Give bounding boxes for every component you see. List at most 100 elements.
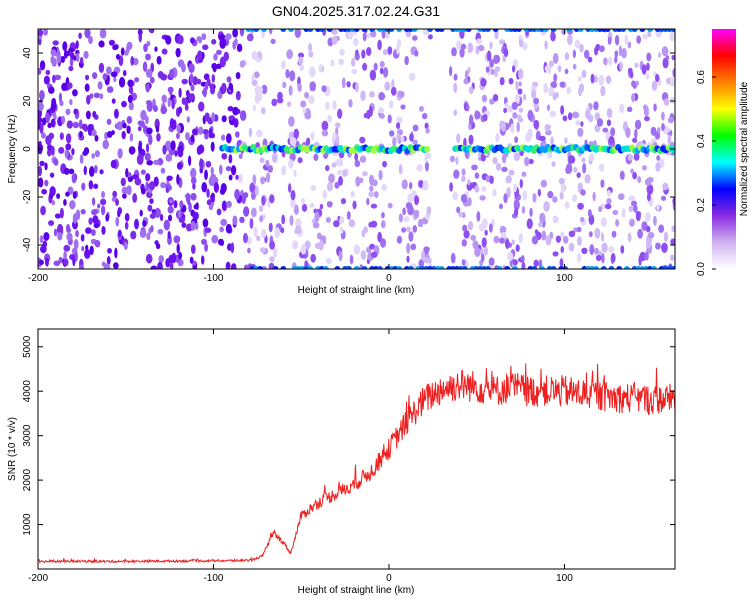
spectrogram-cell — [265, 172, 271, 183]
spectrogram-cell — [293, 169, 297, 177]
spectrogram-cell — [421, 112, 428, 120]
spectrogram-cell — [322, 190, 328, 199]
spectrogram-cell — [647, 31, 652, 38]
spectrogram-cell — [626, 106, 633, 113]
spectrogram-cell — [198, 126, 204, 135]
spectrogram-cell — [57, 231, 63, 241]
spectrogram-cell — [327, 114, 333, 123]
spectrogram-cell — [44, 179, 49, 187]
carrier-line-cell — [424, 145, 431, 153]
spectrogram-cell — [190, 84, 195, 92]
spectrogram-ytick-label: 0 — [22, 146, 33, 152]
spectrogram-cell — [81, 245, 85, 252]
spectrogram-cell — [321, 85, 327, 93]
spectrogram-cell — [651, 80, 658, 91]
spectrogram-cell — [552, 216, 559, 223]
spectrogram-cell — [160, 182, 166, 189]
spectrogram-cell — [146, 159, 153, 166]
edge-band-cell — [369, 29, 376, 32]
edge-band-cell — [631, 29, 638, 32]
spectrogram-cell — [655, 162, 661, 172]
spectrogram-cell — [404, 55, 409, 66]
spectrogram-cell — [483, 114, 488, 122]
spectrogram-cell — [202, 218, 209, 228]
colorbar-ticks: 0.0 0.2 0.4 0.6 — [696, 70, 716, 276]
spectrogram-cell — [150, 265, 158, 269]
spectrogram-cell — [91, 209, 98, 216]
spectrogram-cell — [85, 244, 89, 251]
spectrogram-cell — [126, 125, 131, 134]
spectrogram-cell — [657, 127, 661, 133]
spectrogram-cell — [503, 107, 508, 114]
spectrogram-cell — [637, 176, 642, 184]
spectrogram-cell — [407, 205, 414, 216]
spectrogram-cell — [98, 40, 105, 48]
spectrogram-cell — [414, 50, 419, 57]
spectrogram-cell — [251, 73, 256, 82]
spectrogram-cell — [476, 38, 482, 45]
spectrogram-cell — [486, 50, 492, 62]
spectrogram-cell — [603, 57, 608, 66]
spectrogram-cell — [140, 169, 146, 175]
spectrogram-cell — [113, 76, 117, 83]
spectrogram-cell — [216, 49, 222, 55]
spectrogram-cell — [142, 61, 148, 72]
spectrogram-cell — [298, 56, 304, 65]
spectrogram-cell — [261, 84, 268, 95]
spectrogram-cell — [412, 124, 419, 132]
spectrogram-cell — [205, 160, 212, 168]
spectrogram-cell — [544, 123, 551, 132]
spectrogram-cell — [355, 49, 359, 56]
spectrogram-cell — [270, 38, 276, 44]
spectrogram-cell — [225, 223, 232, 234]
spectrogram-cell — [169, 68, 175, 79]
spectrogram-cell — [52, 40, 59, 46]
edge-band-cell — [531, 266, 538, 269]
spectrogram-cell — [259, 247, 267, 253]
spectrogram-cell — [183, 98, 189, 106]
spectrogram-cell — [63, 244, 71, 252]
spectrogram-cell — [518, 68, 524, 80]
spectrogram-cell — [260, 176, 265, 185]
spectrogram-cell — [227, 106, 234, 112]
edge-band-cell — [550, 266, 557, 269]
snr-xtick-label: -100 — [203, 573, 223, 584]
spectrogram-cell — [142, 220, 147, 227]
spectrogram-cell — [656, 155, 661, 161]
spectrogram-cell — [39, 235, 44, 244]
spectrogram-cell — [114, 108, 119, 119]
spectrogram-cell — [671, 225, 675, 233]
spectrogram-cell — [669, 76, 675, 87]
spectrogram-cell — [551, 161, 556, 167]
spectrogram-cell — [198, 101, 205, 112]
spectrogram-cell — [210, 141, 215, 152]
spectrogram-cell — [605, 75, 612, 84]
spectrogram-cell — [515, 244, 520, 252]
spectrogram-cell — [94, 240, 101, 248]
spectrogram-cell — [123, 241, 128, 250]
spectrogram-cell — [611, 230, 617, 238]
spectrogram-cell — [39, 89, 45, 101]
spectrogram-cell — [618, 45, 623, 57]
spectrogram-cell — [555, 92, 559, 99]
spectrogram-cell — [83, 165, 87, 176]
spectrogram-cell — [63, 167, 70, 175]
spectrogram-cell — [38, 29, 44, 37]
spectrogram-cell — [235, 90, 241, 101]
edge-band-cell — [577, 29, 584, 32]
spectrogram-cell — [211, 74, 216, 83]
spectrogram-cell — [220, 183, 227, 193]
spectrogram-cell — [251, 207, 257, 218]
spectrogram-cell — [281, 165, 287, 176]
spectrogram-cell — [529, 207, 533, 218]
spectrogram-cell — [641, 64, 647, 75]
spectrogram-cell — [581, 69, 587, 79]
spectrogram-cell — [155, 125, 160, 133]
spectrogram-cell — [453, 109, 458, 116]
spectrogram-cell — [307, 43, 313, 52]
spectrogram-cell — [479, 195, 486, 201]
spectrogram-cell — [627, 41, 632, 49]
spectrogram-cell — [572, 194, 578, 202]
spectrogram-cell — [81, 182, 86, 191]
spectrogram-cell — [69, 57, 74, 67]
